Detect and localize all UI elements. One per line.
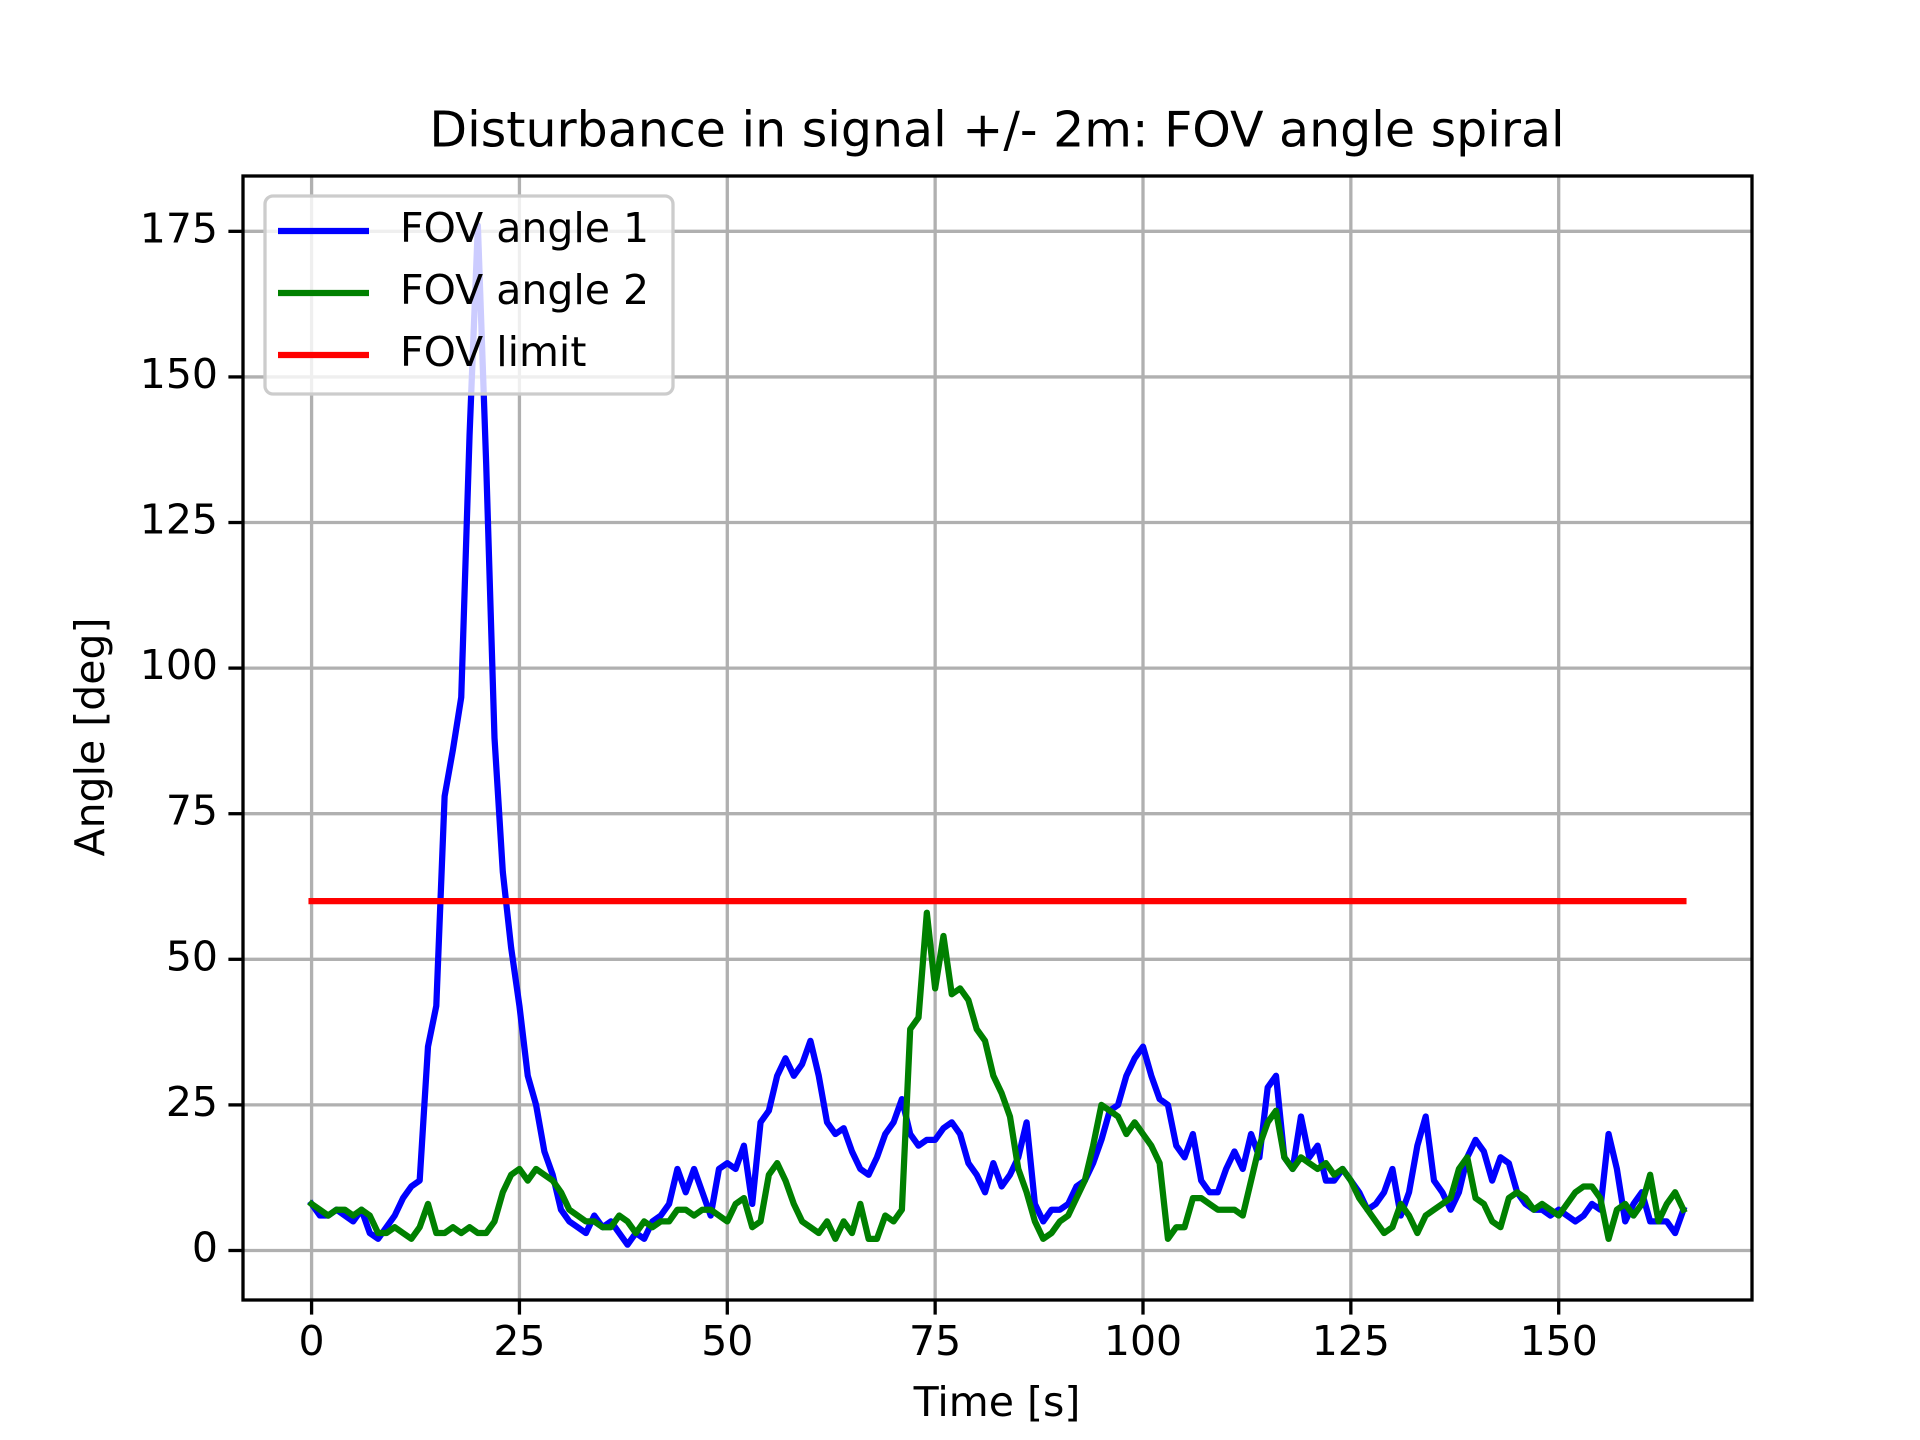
axes-frame xyxy=(241,174,1754,1302)
legend-label: FOV angle 1 xyxy=(400,204,649,252)
y-tick-label: 50 xyxy=(166,932,218,980)
x-axis-label: Time [s] xyxy=(913,1378,1081,1426)
y-tick-label: 25 xyxy=(166,1078,218,1126)
legend-label: FOV limit xyxy=(400,328,586,376)
y-tick-label: 75 xyxy=(166,787,218,835)
x-tick-label: 150 xyxy=(1520,1317,1598,1365)
y-tick-label: 100 xyxy=(140,641,218,689)
y-tick-label: 175 xyxy=(140,204,218,252)
series-line xyxy=(307,909,1688,1242)
series-line xyxy=(307,222,1688,1248)
legend-box xyxy=(263,194,675,396)
legend-label: FOV angle 2 xyxy=(400,266,649,314)
x-tick-label: 75 xyxy=(909,1317,961,1365)
y-tick-label: 150 xyxy=(140,350,218,398)
x-tick-label: 50 xyxy=(701,1317,753,1365)
x-tick-label: 25 xyxy=(493,1317,545,1365)
x-tick-label: 125 xyxy=(1312,1317,1390,1365)
x-tick-label: 100 xyxy=(1104,1317,1182,1365)
y-axis-label: Angle [deg] xyxy=(66,618,114,857)
y-tick-label: 0 xyxy=(192,1223,218,1271)
x-tick-label: 0 xyxy=(299,1317,325,1365)
chart-title: Disturbance in signal +/- 2m: FOV angle … xyxy=(429,102,1564,159)
y-tick-label: 125 xyxy=(140,496,218,544)
